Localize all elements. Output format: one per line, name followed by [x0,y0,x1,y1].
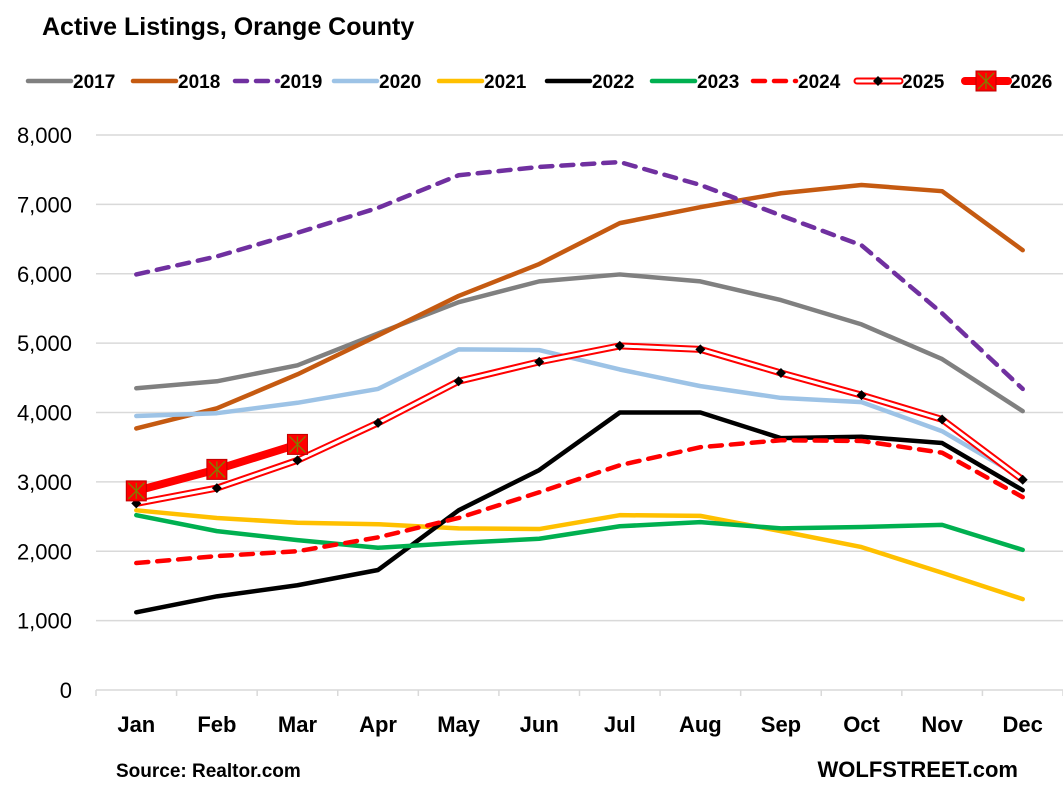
series-line-2018 [134,182,1025,431]
legend-item-2019: 2019 [232,72,322,93]
line-inner [134,344,1025,505]
legend-label: 2025 [902,72,945,93]
series-line-2019 [134,159,1025,392]
y-tick-label: 7,000 [17,192,72,217]
line [134,159,1025,392]
source-label: Source: Realtor.com [116,761,301,782]
legend-item-2018: 2018 [130,72,220,93]
legend-item-2025: 2025 [853,72,945,93]
legend-item-2026: 2026 [961,70,1052,93]
x-tick-label: Jan [117,712,155,737]
data-point-2025 [373,417,384,428]
legend-item-2021: 2021 [436,72,527,93]
legend-label: 2020 [379,72,421,93]
legend-item-2024: 2024 [750,72,841,93]
legend: 2017 2018 2019 2020 2021 2022 2023 2024 2025 2026 [25,70,1052,93]
data-point-2025 [937,414,948,425]
x-tick-label: Mar [278,712,318,737]
x-axis: Jan Feb Mar Apr May Jun Jul Aug Sep Oct Nov Dec [95,690,1063,737]
x-tick-label: May [437,712,481,737]
legend-label: 2026 [1010,72,1052,93]
data-point-2025 [856,390,867,401]
legend-label: 2019 [280,72,322,93]
data-point-2026 [125,480,147,502]
x-tick-label: Apr [359,712,397,737]
y-tick-label: 8,000 [17,123,72,148]
data-point-2025 [614,340,625,351]
legend-label: 2017 [73,72,115,93]
data-point-2025 [1017,474,1028,485]
x-tick-label: Aug [679,712,722,737]
series-line-2017 [134,272,1025,414]
y-tick-label: 6,000 [17,262,72,287]
data-point-2025 [775,367,786,378]
legend-item-2017: 2017 [25,72,115,93]
x-tick-label: Nov [921,712,963,737]
legend-label: 2022 [592,72,634,93]
data-point-2026 [286,433,308,455]
y-tick-label: 4,000 [17,401,72,426]
line [134,347,1025,481]
x-tick-label: Dec [1003,712,1043,737]
x-tick-label: Jul [604,712,636,737]
series-line-2026 [125,433,308,502]
y-tick-label: 2,000 [17,539,72,564]
legend-marker-2026 [975,70,997,92]
series-group [125,159,1028,615]
series-line-2024 [134,438,1025,566]
y-axis-ticks: 0 1,000 2,000 3,000 4,000 5,000 6,000 7,000 8,00… [17,123,72,703]
data-point-2026 [206,458,228,480]
data-point-2025 [292,455,303,466]
series-line-2021 [134,508,1025,602]
legend-label: 2023 [697,72,739,93]
legend-label: 2021 [484,72,527,93]
series-line-2022 [134,410,1025,615]
y-tick-label: 5,000 [17,331,72,356]
x-tick-label: Feb [197,712,236,737]
y-tick-label: 0 [60,678,72,703]
y-tick-label: 3,000 [17,470,72,495]
y-tick-label: 1,000 [17,609,72,634]
legend-label: 2018 [178,72,220,93]
data-point-2025 [211,483,222,494]
line [134,182,1025,431]
legend-label: 2024 [798,72,841,93]
data-point-2025 [453,376,464,387]
legend-marker-2025 [873,76,883,86]
brand-label: WOLFSTREET.com [818,757,1018,782]
line [134,508,1025,602]
x-tick-label: Sep [761,712,801,737]
line [134,410,1025,615]
data-point-2025 [695,344,706,355]
x-tick-label: Jun [520,712,559,737]
series-line-2020 [134,347,1025,481]
series-line-2025 [131,340,1028,509]
line [134,438,1025,566]
x-tick-label: Oct [843,712,880,737]
chart-title: Active Listings, Orange County [42,13,414,41]
data-point-2025 [534,356,545,367]
line [134,512,1025,553]
legend-item-2023: 2023 [649,72,739,93]
legend-item-2020: 2020 [331,72,421,93]
line [134,272,1025,414]
legend-item-2022: 2022 [544,72,634,93]
series-line-2023 [134,512,1025,553]
